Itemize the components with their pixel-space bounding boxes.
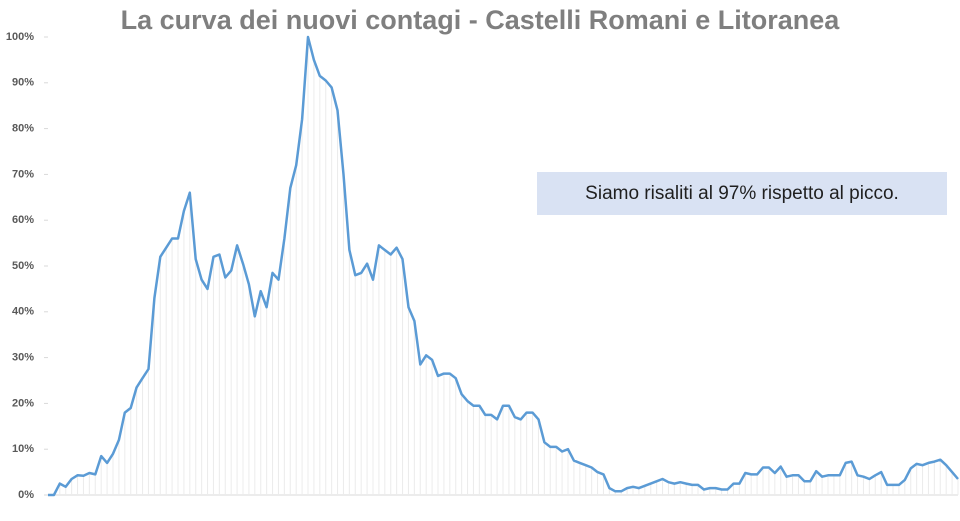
data-line [48, 35, 959, 497]
y-tick-label: 20% [12, 397, 34, 409]
y-tick-label: 70% [12, 168, 34, 180]
y-tick-label: 30% [12, 352, 34, 364]
y-tick-label: 100% [6, 31, 34, 43]
y-tick-label: 0% [18, 489, 34, 501]
y-tick-label: 50% [12, 260, 34, 272]
chart-title: La curva dei nuovi contagi - Castelli Ro… [121, 5, 841, 35]
y-tick-label: 40% [12, 306, 34, 318]
y-tick-label: 60% [12, 214, 34, 226]
y-tick-label: 90% [12, 77, 34, 89]
annotation-box [537, 172, 947, 215]
annotation: Siamo risaliti al 97% rispetto al picco. [585, 183, 899, 204]
y-tick-label: 10% [12, 443, 34, 455]
y-tick-label: 80% [12, 123, 34, 135]
